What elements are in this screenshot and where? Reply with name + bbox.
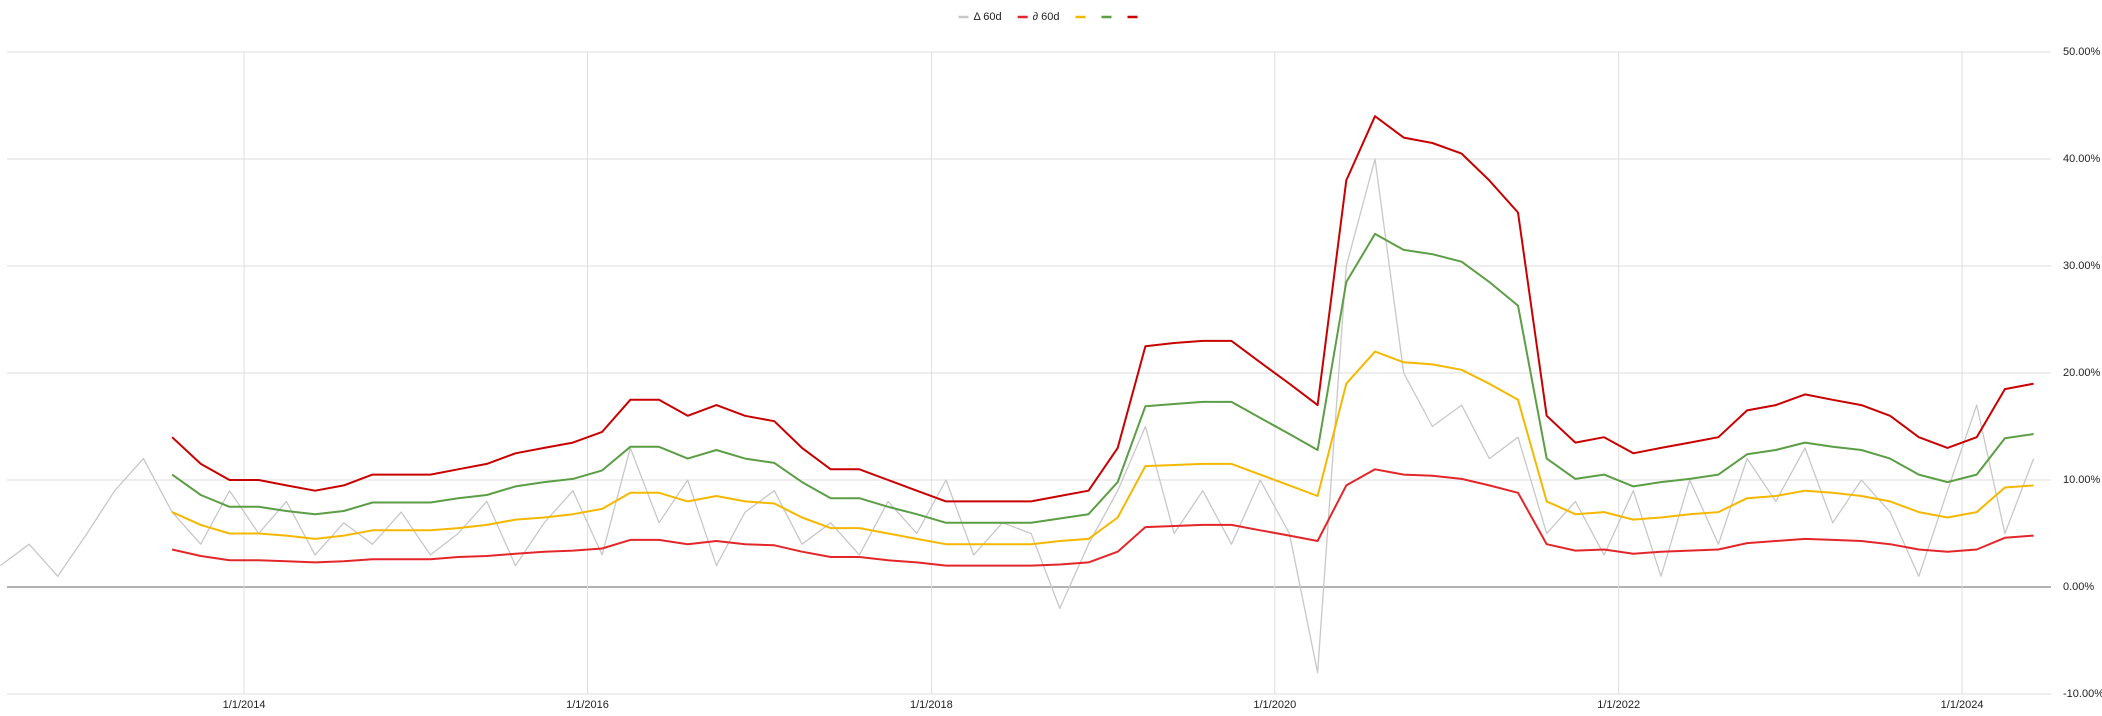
- x-tick-label: 1/1/2018: [910, 699, 953, 711]
- x-tick-label: 1/1/2022: [1597, 699, 1640, 711]
- x-tick-label: 1/1/2014: [223, 699, 266, 711]
- legend-label: Δ 60d: [973, 11, 1001, 23]
- series-line: [171, 350, 2034, 546]
- x-tick-label: 1/1/2024: [1941, 699, 1984, 711]
- y-tick-label: -10.00%: [2063, 688, 2102, 700]
- y-tick-label: 10.00%: [2063, 474, 2101, 486]
- x-tick-label: 1/1/2016: [566, 699, 609, 711]
- series-line: [171, 232, 2034, 524]
- series-line: [171, 468, 2034, 567]
- series-line: [0, 158, 2035, 674]
- y-tick-label: 20.00%: [2063, 367, 2101, 379]
- legend-label: ∂ 60d: [1033, 11, 1060, 23]
- y-tick-label: 0.00%: [2063, 581, 2094, 593]
- series-line: [171, 115, 2034, 503]
- y-tick-label: 30.00%: [2063, 260, 2101, 272]
- y-tick-label: 40.00%: [2063, 153, 2101, 165]
- y-tick-label: 50.00%: [2063, 46, 2101, 58]
- x-tick-label: 1/1/2020: [1253, 699, 1296, 711]
